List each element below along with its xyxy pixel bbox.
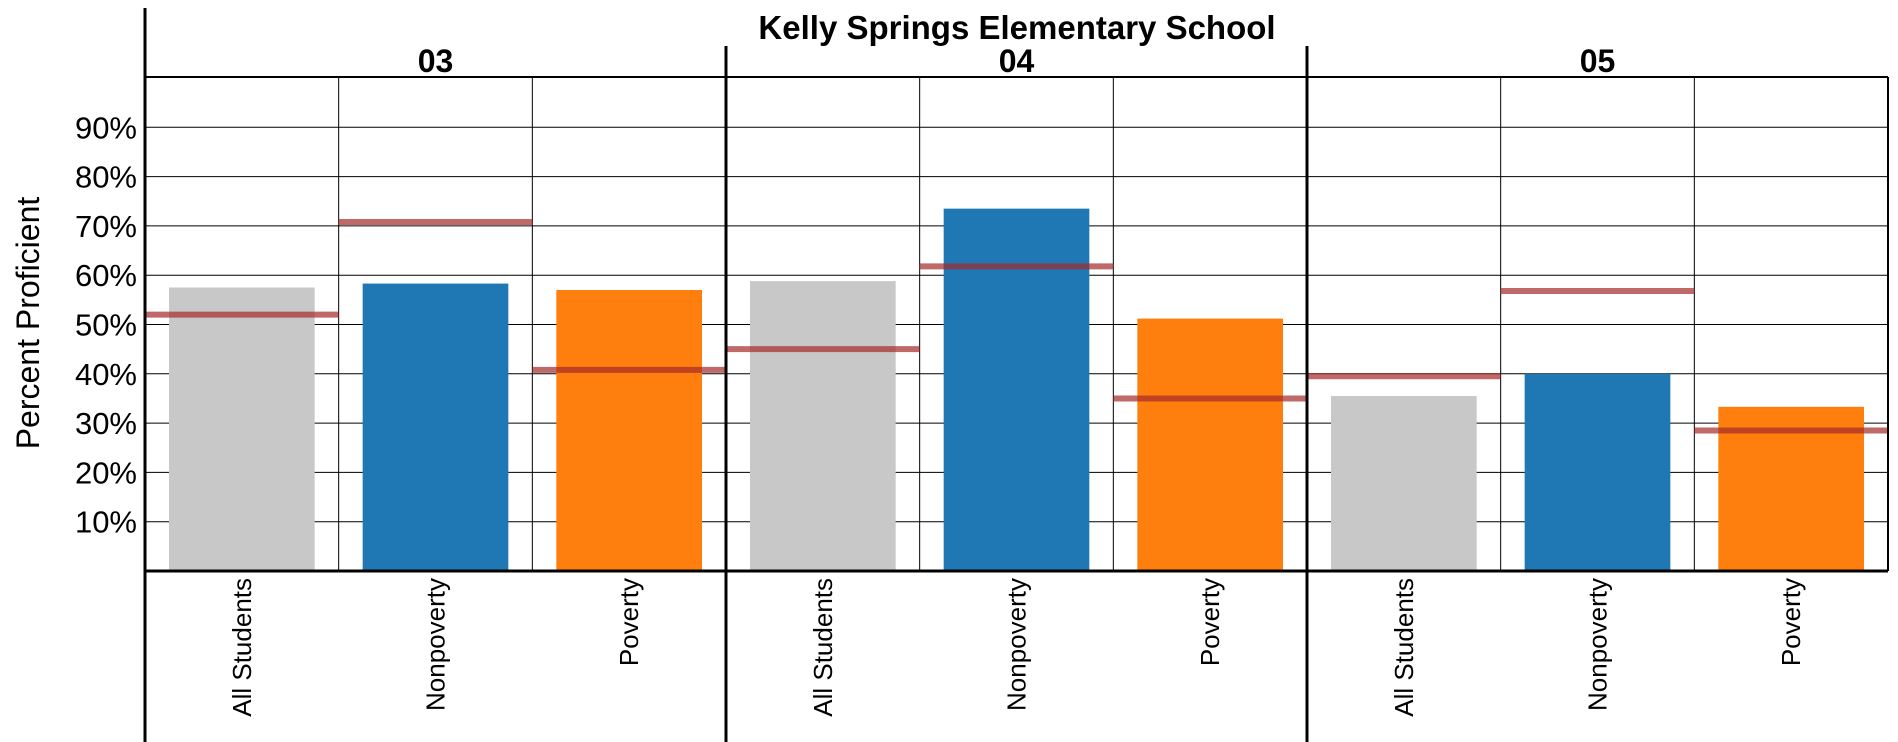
y-tick-label-10: 10%: [75, 505, 137, 540]
bar-03-all-students: [169, 287, 315, 571]
labels: 10% 20% 30% 40% 50% 60% 70% 80% 90% 03 All Student…: [75, 43, 1806, 717]
group-label-03: 03: [418, 43, 454, 79]
y-tick-label-90: 90%: [75, 110, 137, 145]
reference-lines: [145, 218, 1888, 434]
bar-04-nonpoverty: [943, 208, 1090, 571]
y-tick-label-40: 40%: [75, 357, 137, 392]
category-label-poverty: Poverty: [1776, 578, 1806, 666]
y-tick-label-80: 80%: [75, 160, 137, 195]
bars: [169, 208, 1864, 571]
bar-05-all-students: [1331, 395, 1477, 571]
y-tick-label-70: 70%: [75, 209, 137, 244]
category-label-poverty: Poverty: [614, 578, 644, 666]
y-tick-label-30: 30%: [75, 406, 137, 441]
bar-04-all-students: [750, 281, 896, 571]
y-tick-label-20: 20%: [75, 455, 137, 490]
category-label-nonpoverty: Nonpoverty: [1583, 578, 1613, 711]
category-label-nonpoverty: Nonpoverty: [421, 578, 451, 711]
bar-04-poverty: [1137, 318, 1283, 571]
bar-05-nonpoverty: [1524, 373, 1671, 571]
bar-05-poverty: [1718, 406, 1864, 571]
bar-03-nonpoverty: [362, 283, 509, 571]
category-label-all-students: All Students: [1389, 578, 1419, 717]
y-tick-label-60: 60%: [75, 258, 137, 293]
panel-frame: [143, 8, 1889, 742]
group-label-05: 05: [1580, 43, 1616, 79]
chart-title: Kelly Springs Elementary School: [758, 9, 1275, 46]
category-label-poverty: Poverty: [1195, 578, 1225, 666]
bar-03-poverty: [556, 289, 702, 571]
category-label-all-students: All Students: [227, 578, 257, 717]
category-label-all-students: All Students: [808, 578, 838, 717]
y-tick-label-50: 50%: [75, 308, 137, 343]
group-label-04: 04: [999, 43, 1035, 79]
y-axis-label: Percent Proficient: [10, 197, 46, 450]
category-label-nonpoverty: Nonpoverty: [1002, 578, 1032, 711]
